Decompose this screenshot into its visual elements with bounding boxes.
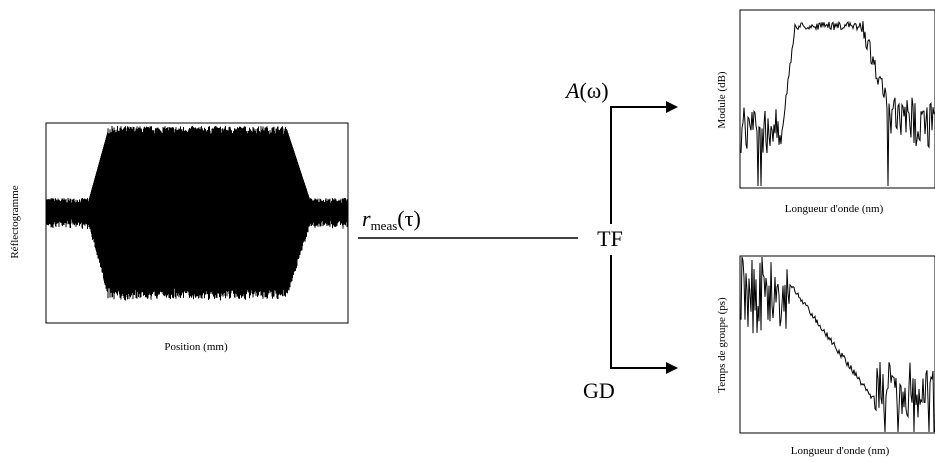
amplitude-label-var: A xyxy=(564,78,580,103)
amplitude-frame xyxy=(739,9,935,189)
group-delay-trace xyxy=(740,256,935,433)
reflectogram-panel: Position (mm) Réflectogramme xyxy=(9,122,349,353)
reflectogram-plot xyxy=(45,126,349,301)
amplitude-plot xyxy=(740,20,935,187)
amplitude-branch-line xyxy=(610,106,668,224)
amplitude-arrowhead xyxy=(666,101,678,113)
reflectogram-xlabel: Position (mm) xyxy=(164,341,228,353)
amplitude-label-arg: (ω) xyxy=(579,78,608,103)
signal-label-sub: meas xyxy=(371,218,398,233)
group-delay-xlabel: Longueur d'onde (nm) xyxy=(791,445,890,457)
reflectogram-ylabel: Réflectogramme xyxy=(9,185,21,258)
group-delay-panel: Longueur d'onde (nm) Temps de groupe (ps… xyxy=(716,255,935,457)
amplitude-xlabel: Longueur d'onde (nm) xyxy=(785,203,884,215)
amplitude-ylabel: Module (dB) xyxy=(716,71,728,128)
group-delay-frame xyxy=(739,255,935,434)
group-delay-ylabel: Temps de groupe (ps) xyxy=(716,297,728,393)
group-delay-arrowhead xyxy=(666,362,678,374)
amplitude-label: A(ω) xyxy=(564,78,609,103)
transform-label: TF xyxy=(597,226,623,251)
group-delay-plot xyxy=(740,256,935,433)
signal-label-var: r xyxy=(362,206,371,231)
amplitude-trace xyxy=(740,20,935,187)
reflectogram-trace xyxy=(45,126,349,301)
signal-label: rmeas(τ) xyxy=(362,206,421,233)
amplitude-panel: Longueur d'onde (nm) Module (dB) xyxy=(716,9,935,215)
signal-label-arg: (τ) xyxy=(397,206,421,231)
group-delay-branch-line xyxy=(610,255,668,369)
group-delay-label: GD xyxy=(583,378,615,403)
